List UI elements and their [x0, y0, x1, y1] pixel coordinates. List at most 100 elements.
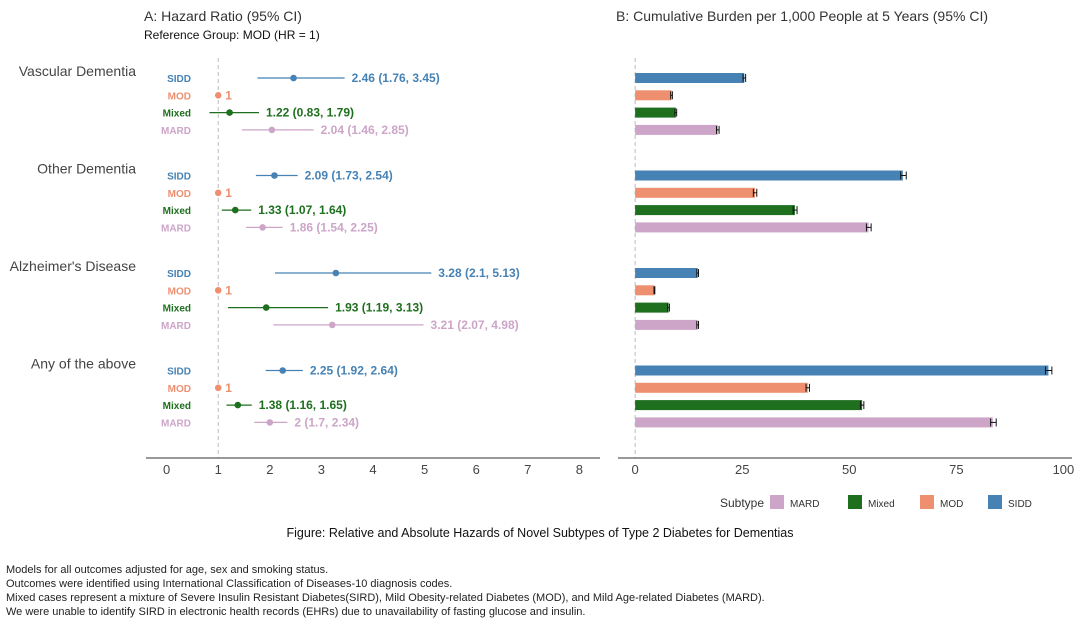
hr-label: 1	[225, 381, 232, 395]
legend-label: SIDD	[1008, 499, 1032, 510]
hr-label: 2.04 (1.46, 2.85)	[321, 123, 409, 137]
forest-subtype-label: MARD	[161, 418, 191, 429]
hr-point	[234, 401, 242, 409]
bar-tick-label: 50	[842, 462, 856, 477]
forest-subtype-label: MOD	[168, 189, 191, 200]
forest-subtype-label: Mixed	[163, 206, 191, 217]
hr-label: 2 (1.7, 2.34)	[294, 415, 359, 429]
forest-group-label: Other Dementia	[37, 161, 136, 177]
forest-subtype-label: MOD	[168, 286, 191, 297]
forest-subtype-label: Mixed	[163, 109, 191, 120]
forest-subtype-label: SIDD	[167, 269, 191, 280]
bar	[635, 90, 672, 101]
hr-label: 1.38 (1.16, 1.65)	[259, 398, 347, 412]
forest-subtype-label: SIDD	[167, 172, 191, 183]
bar	[635, 205, 795, 216]
legend-swatch	[988, 495, 1002, 509]
hr-label: 1.33 (1.07, 1.64)	[258, 203, 346, 217]
legend-label: MARD	[790, 499, 819, 510]
hr-point	[332, 269, 340, 277]
legend-swatch	[770, 495, 784, 509]
bar-tick-label: 75	[949, 462, 963, 477]
bar-title: B: Cumulative Burden per 1,000 People at…	[616, 8, 988, 24]
forest-tick-label: 1	[215, 462, 222, 477]
hr-label: 1	[225, 88, 232, 102]
hr-label: 1	[225, 283, 232, 297]
forest-subtype-label: MARD	[161, 321, 191, 332]
hr-point	[262, 304, 270, 311]
bar	[635, 319, 698, 330]
forest-panel: 0 1 2 3 4 5 6 7 8 Vascular Dementia SIDD 2.46 (1.76…	[10, 58, 600, 477]
hr-point	[266, 419, 274, 426]
bar	[635, 365, 1049, 376]
hr-label: 2.25 (1.92, 2.64)	[310, 364, 398, 378]
forest-group-label: Alzheimer's Disease	[10, 258, 137, 274]
bar	[635, 73, 745, 83]
footnote-4: We were unable to identify SIRD in elect…	[6, 606, 585, 618]
bar	[635, 187, 756, 198]
forest-subtype-label: Mixed	[163, 401, 191, 412]
legend-label: MOD	[940, 499, 963, 510]
forest-title: A: Hazard Ratio (95% CI)	[144, 8, 302, 24]
hr-label: 1.86 (1.54, 2.25)	[290, 220, 378, 234]
legend-title: Subtype	[720, 496, 764, 510]
forest-subtype-label: Mixed	[163, 304, 191, 315]
forest-tick-label: 6	[473, 462, 480, 477]
forest-group-label: Vascular Dementia	[19, 63, 136, 79]
bar	[635, 417, 993, 428]
forest-subtype-label: MOD	[168, 91, 191, 102]
forest-subtype-label: MOD	[168, 384, 191, 395]
hr-label: 2.46 (1.76, 3.45)	[352, 71, 440, 85]
forest-subtype-label: SIDD	[167, 367, 191, 378]
bar	[635, 124, 718, 135]
bar	[635, 382, 808, 393]
bar-tick-label: 25	[735, 462, 749, 477]
forest-tick-label: 7	[524, 462, 531, 477]
hr-label: 1	[225, 186, 232, 200]
forest-tick-label: 5	[421, 462, 428, 477]
forest-subtype-label: MARD	[161, 126, 191, 137]
hr-point	[214, 287, 222, 294]
hr-label: 3.28 (2.1, 5.13)	[438, 266, 519, 280]
figure-caption: Figure: Relative and Absolute Hazards of…	[287, 526, 794, 540]
forest-tick-label: 3	[318, 462, 325, 477]
legend-swatch	[920, 495, 934, 509]
bar	[635, 268, 698, 278]
hr-point	[328, 321, 336, 329]
hr-point	[268, 126, 276, 134]
forest-subtitle: Reference Group: MOD (HR = 1)	[144, 28, 320, 42]
hr-point	[214, 384, 222, 392]
footnote-3: Mixed cases represent a mixture of Sever…	[6, 592, 765, 604]
hr-label: 1.22 (0.83, 1.79)	[266, 106, 354, 120]
hr-label: 3.21 (2.07, 4.98)	[431, 318, 519, 332]
hr-point	[214, 189, 222, 197]
bar-tick-label: 100	[1053, 462, 1075, 477]
forest-group-label: Any of the above	[31, 356, 136, 372]
hr-point	[214, 92, 222, 99]
forest-tick-label: 4	[369, 462, 376, 477]
footnote-1: Models for all outcomes adjusted for age…	[6, 564, 328, 576]
hr-label: 1.93 (1.19, 3.13)	[335, 301, 423, 315]
bar	[635, 170, 903, 181]
forest-tick-label: 8	[576, 462, 583, 477]
bar	[635, 107, 676, 118]
forest-tick-label: 2	[266, 462, 273, 477]
bar-tick-label: 0	[632, 462, 639, 477]
hr-label: 2.09 (1.73, 2.54)	[305, 169, 393, 183]
forest-subtype-label: SIDD	[167, 74, 191, 85]
legend-swatch	[848, 495, 862, 509]
hr-point	[271, 172, 278, 179]
hr-point	[259, 224, 266, 231]
legend: Subtype MARD Mixed MOD SIDD	[720, 495, 1032, 510]
bar-panel: 0 25 50 75 100	[618, 58, 1074, 477]
footnote-2: Outcomes were identified using Internati…	[6, 578, 452, 590]
bar	[635, 222, 869, 233]
hr-point	[290, 74, 297, 82]
hr-point	[226, 109, 233, 116]
forest-tick-label: 0	[163, 462, 170, 477]
bar	[635, 302, 669, 313]
forest-subtype-label: MARD	[161, 223, 191, 234]
bar	[635, 400, 863, 411]
hr-point	[279, 367, 287, 374]
